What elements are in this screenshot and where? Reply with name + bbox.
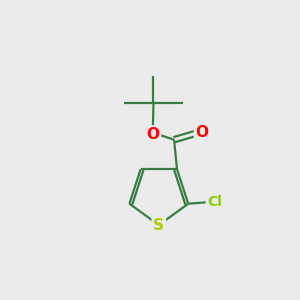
Text: O: O bbox=[196, 125, 208, 140]
Text: S: S bbox=[153, 218, 164, 232]
Text: Cl: Cl bbox=[207, 195, 222, 209]
Text: O: O bbox=[146, 127, 159, 142]
